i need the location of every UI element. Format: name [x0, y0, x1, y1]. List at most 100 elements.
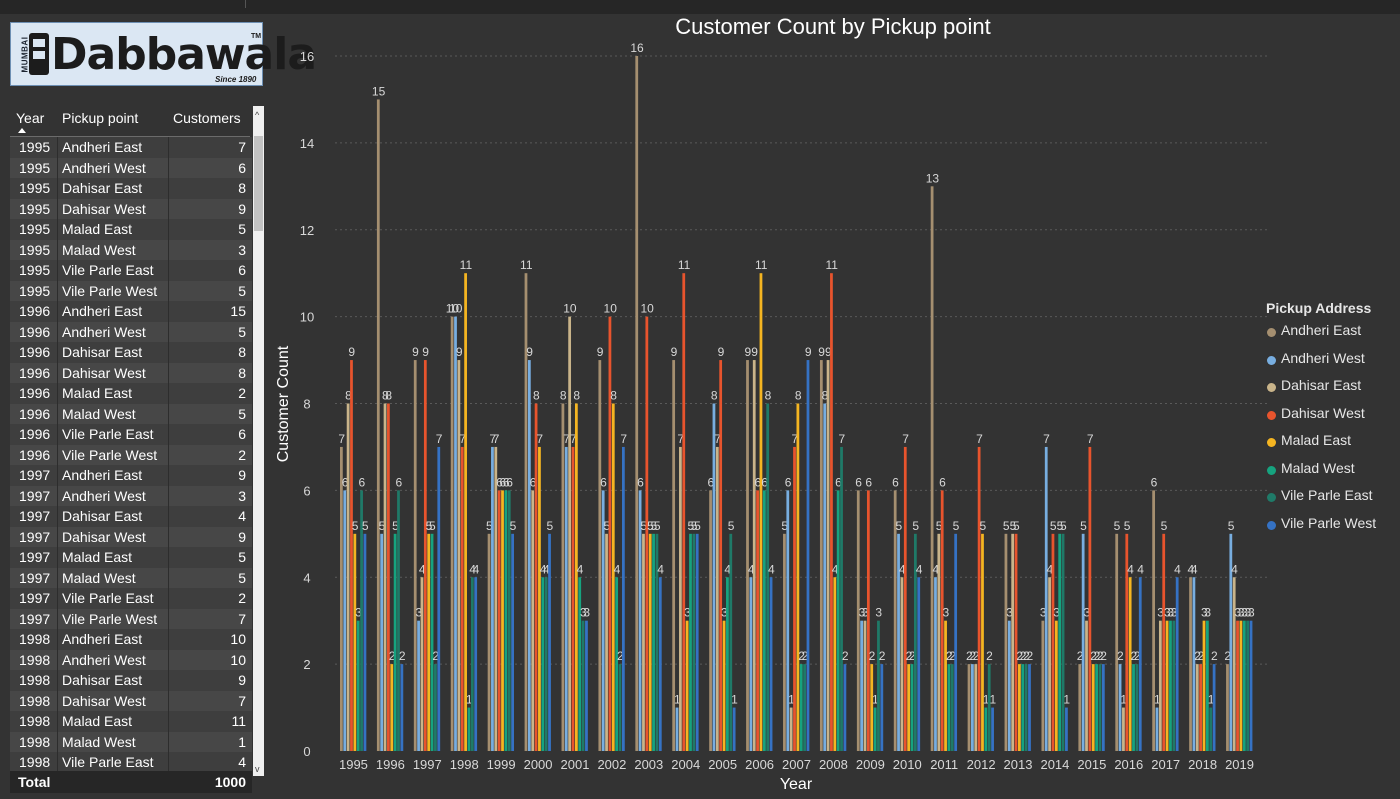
table-row[interactable]: 1995 Vile Parle West 5	[10, 280, 252, 301]
table-row[interactable]: 1995 Dahisar West 9	[10, 198, 252, 219]
data-label: 8	[822, 389, 829, 403]
table-row[interactable]: 1995 Malad East 5	[10, 219, 252, 240]
table-row[interactable]: 1996 Malad East 2	[10, 383, 252, 404]
legend-item[interactable]: Vile Parle East	[1266, 487, 1396, 515]
x-tick-label: 1998	[450, 757, 479, 772]
bar	[413, 360, 417, 751]
table-row[interactable]: 1995 Dahisar East 8	[10, 178, 252, 199]
column-header-pickup-point[interactable]: Pickup point	[62, 110, 139, 126]
x-tick-label: 2015	[1077, 757, 1106, 772]
table-row[interactable]: 1997 Andheri West 3	[10, 485, 252, 506]
table-row[interactable]: 1997 Vile Parle East 2	[10, 588, 252, 609]
data-label: 1	[872, 693, 879, 707]
scroll-down-icon[interactable]: v	[255, 764, 260, 774]
table-row[interactable]: 1997 Malad West 5	[10, 567, 252, 588]
cell-year: 1996	[19, 364, 51, 381]
table-row[interactable]: 1996 Vile Parle West 2	[10, 444, 252, 465]
table-row[interactable]: 1998 Malad East 11	[10, 711, 252, 732]
table-row[interactable]: 1997 Dahisar West 9	[10, 526, 252, 547]
legend-item[interactable]: Andheri West	[1266, 350, 1396, 378]
bar	[672, 360, 676, 751]
table-row[interactable]: 1997 Dahisar East 4	[10, 506, 252, 527]
table-row[interactable]: 1996 Andheri East 15	[10, 301, 252, 322]
scrollbar-thumb[interactable]	[254, 136, 263, 231]
data-label: 3	[1053, 606, 1060, 620]
table-row[interactable]: 1995 Malad West 3	[10, 239, 252, 260]
bar	[1192, 577, 1196, 751]
data-label: 4	[916, 562, 923, 576]
table-row[interactable]: 1995 Andheri East 7	[10, 137, 252, 158]
x-tick-label: 2018	[1188, 757, 1217, 772]
table-row[interactable]: 1995 Vile Parle East 6	[10, 260, 252, 281]
data-label: 5	[687, 519, 694, 533]
table-row[interactable]: 1997 Vile Parle West 7	[10, 608, 252, 629]
legend-label: Andheri East	[1281, 322, 1362, 338]
bar	[836, 490, 840, 751]
column-header-customers[interactable]: Customers	[173, 110, 241, 126]
legend-item[interactable]: Malad East	[1266, 432, 1396, 460]
data-label: 5	[1080, 519, 1087, 533]
bar	[531, 490, 535, 751]
bar	[491, 446, 494, 751]
data-label: 3	[1248, 606, 1255, 620]
table-scrollbar[interactable]: ^ v	[253, 106, 264, 776]
bar	[726, 577, 729, 751]
data-label: 2	[949, 649, 956, 663]
legend-item[interactable]: Dahisar East	[1266, 377, 1396, 405]
cell-customers: 9	[238, 528, 246, 545]
legend-item[interactable]: Dahisar West	[1266, 405, 1396, 433]
table-row[interactable]: 1997 Malad East 5	[10, 547, 252, 568]
table-total-row: Total 1000	[10, 771, 252, 793]
bar	[987, 664, 991, 751]
bar	[913, 533, 917, 751]
cell-customers: 9	[238, 200, 246, 217]
legend-item[interactable]: Malad West	[1266, 460, 1396, 488]
table-row[interactable]: 1998 Dahisar West 7	[10, 690, 252, 711]
bar	[1195, 664, 1199, 751]
legend-marker-icon	[1267, 410, 1276, 420]
cell-pickup-point: Andheri West	[62, 487, 146, 504]
table-row[interactable]: 1996 Andheri West 5	[10, 321, 252, 342]
cell-pickup-point: Malad West	[62, 569, 136, 586]
legend-item[interactable]: Andheri East	[1266, 322, 1396, 350]
data-label: 3	[721, 606, 728, 620]
data-label: 4	[614, 562, 621, 576]
data-label: 5	[392, 519, 399, 533]
data-label: 5	[1050, 519, 1057, 533]
table-row[interactable]: 1995 Andheri West 6	[10, 157, 252, 178]
data-label: 5	[1003, 519, 1010, 533]
bar	[638, 490, 642, 751]
scroll-up-icon[interactable]: ^	[255, 110, 260, 120]
column-header-year[interactable]: Year	[16, 110, 45, 126]
legend-marker-icon	[1267, 520, 1276, 530]
y-tick-label: 10	[300, 310, 314, 325]
customer-table: Year Pickup point Customers 1995 Andheri …	[10, 106, 264, 794]
table-row[interactable]: 1997 Andheri East 9	[10, 465, 252, 486]
table-row[interactable]: 1996 Vile Parle East 6	[10, 424, 252, 445]
table-row[interactable]: 1998 Vile Parle East 4	[10, 752, 252, 773]
data-label: 7	[563, 432, 570, 446]
bar	[571, 446, 575, 751]
data-label: 2	[1023, 649, 1030, 663]
legend-item[interactable]: Vile Parle West	[1266, 515, 1396, 543]
bar	[356, 620, 360, 751]
bar	[497, 490, 501, 751]
bar	[910, 664, 914, 751]
table-row[interactable]: 1998 Andheri West 10	[10, 649, 252, 670]
data-label: 9	[422, 345, 429, 359]
table-row[interactable]: 1996 Dahisar West 8	[10, 362, 252, 383]
table-row[interactable]: 1996 Dahisar East 8	[10, 342, 252, 363]
table-row[interactable]: 1998 Malad West 1	[10, 731, 252, 752]
bar	[759, 273, 763, 751]
bar	[1242, 620, 1246, 751]
bar	[880, 664, 884, 751]
data-label: 2	[906, 649, 913, 663]
bar	[866, 490, 870, 751]
cell-year: 1995	[19, 241, 51, 258]
data-label: 2	[1020, 649, 1027, 663]
data-label: 13	[926, 171, 940, 185]
table-row[interactable]: 1998 Andheri East 10	[10, 629, 252, 650]
x-tick-label: 1996	[376, 757, 405, 772]
table-row[interactable]: 1996 Malad West 5	[10, 403, 252, 424]
table-row[interactable]: 1998 Dahisar East 9	[10, 670, 252, 691]
